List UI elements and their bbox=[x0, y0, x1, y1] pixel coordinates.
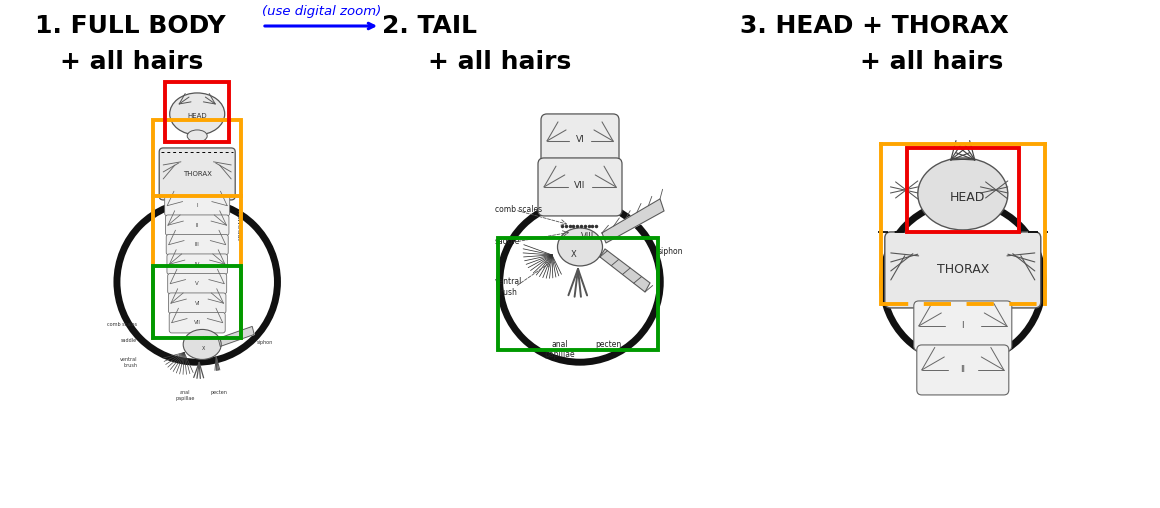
Text: comb scales: comb scales bbox=[107, 322, 137, 327]
Text: THORAX: THORAX bbox=[183, 171, 211, 177]
Bar bbox=[153, 266, 241, 338]
Ellipse shape bbox=[169, 93, 225, 135]
Text: pecten: pecten bbox=[595, 340, 621, 349]
Text: comb scales: comb scales bbox=[495, 205, 542, 214]
Text: ventral
brush: ventral brush bbox=[119, 357, 137, 368]
Bar bbox=[907, 148, 1018, 232]
Polygon shape bbox=[600, 249, 650, 292]
FancyBboxPatch shape bbox=[916, 345, 1009, 395]
FancyBboxPatch shape bbox=[169, 312, 225, 333]
Circle shape bbox=[117, 202, 277, 362]
Text: (use digital zoom): (use digital zoom) bbox=[262, 5, 382, 17]
Polygon shape bbox=[218, 327, 254, 346]
Text: pecten: pecten bbox=[211, 391, 227, 395]
Text: VIII: VIII bbox=[581, 233, 595, 241]
Text: IV: IV bbox=[195, 262, 200, 267]
Bar bbox=[165, 82, 230, 142]
Text: X: X bbox=[202, 346, 205, 351]
Text: VI: VI bbox=[575, 136, 585, 144]
Text: ventral
brush: ventral brush bbox=[495, 277, 522, 297]
Ellipse shape bbox=[918, 158, 1008, 230]
Bar bbox=[153, 120, 241, 196]
FancyBboxPatch shape bbox=[159, 148, 235, 200]
FancyBboxPatch shape bbox=[168, 293, 226, 313]
Text: I: I bbox=[196, 203, 198, 208]
Text: anal
papillae: anal papillae bbox=[175, 391, 195, 401]
Text: + all hairs: + all hairs bbox=[861, 50, 1003, 74]
Ellipse shape bbox=[558, 228, 602, 266]
Text: VII: VII bbox=[194, 320, 201, 325]
FancyBboxPatch shape bbox=[166, 215, 229, 235]
Text: THORAX: THORAX bbox=[936, 264, 989, 276]
Text: 1. FULL BODY: 1. FULL BODY bbox=[35, 14, 226, 38]
Text: anal
papillae: anal papillae bbox=[545, 340, 575, 359]
Text: V: V bbox=[195, 281, 200, 286]
Ellipse shape bbox=[187, 130, 208, 142]
Ellipse shape bbox=[183, 330, 222, 360]
Polygon shape bbox=[602, 199, 664, 243]
Text: VIII: VIII bbox=[203, 336, 211, 341]
Text: saddle: saddle bbox=[121, 338, 137, 343]
Text: X: X bbox=[571, 250, 577, 260]
Text: 2. TAIL: 2. TAIL bbox=[382, 14, 477, 38]
FancyBboxPatch shape bbox=[165, 196, 230, 216]
Text: ABDOMEN: ABDOMEN bbox=[239, 209, 245, 241]
Text: II: II bbox=[196, 223, 198, 228]
Text: HEAD: HEAD bbox=[188, 113, 206, 119]
Text: 3. HEAD + THORAX: 3. HEAD + THORAX bbox=[740, 14, 1009, 38]
FancyBboxPatch shape bbox=[914, 301, 1012, 351]
Text: HEAD: HEAD bbox=[950, 192, 986, 204]
Text: VII: VII bbox=[574, 181, 586, 190]
FancyBboxPatch shape bbox=[538, 158, 622, 216]
Text: I: I bbox=[962, 322, 964, 330]
Text: II: II bbox=[960, 365, 965, 374]
Text: VI: VI bbox=[195, 301, 200, 306]
Text: siphon: siphon bbox=[258, 340, 274, 345]
Text: saddle: saddle bbox=[495, 237, 521, 246]
Bar bbox=[498, 238, 658, 350]
FancyBboxPatch shape bbox=[168, 273, 226, 294]
FancyBboxPatch shape bbox=[166, 234, 229, 255]
FancyBboxPatch shape bbox=[167, 254, 227, 274]
FancyBboxPatch shape bbox=[541, 114, 619, 168]
FancyBboxPatch shape bbox=[885, 232, 1041, 308]
Text: + all hairs: + all hairs bbox=[60, 50, 204, 74]
Circle shape bbox=[500, 202, 660, 362]
Text: + all hairs: + all hairs bbox=[428, 50, 572, 74]
Text: siphon: siphon bbox=[658, 247, 683, 257]
Circle shape bbox=[883, 202, 1043, 362]
Text: III: III bbox=[195, 242, 200, 247]
